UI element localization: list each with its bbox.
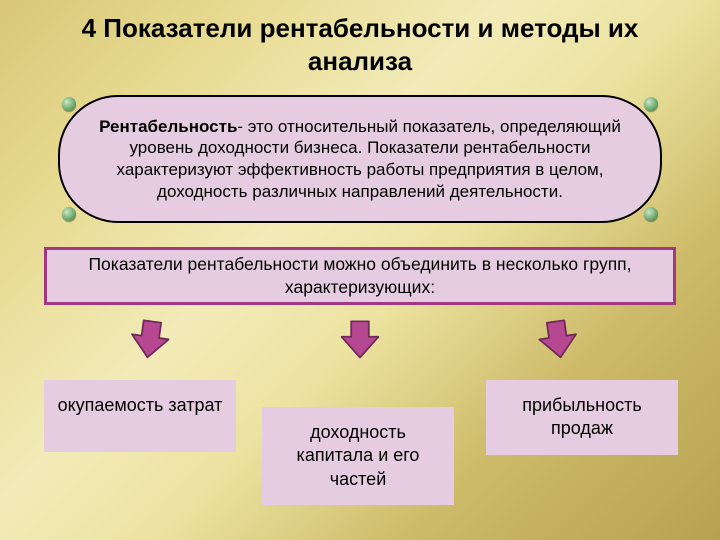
down-arrow-icon (533, 314, 583, 364)
category-label: прибыльность продаж (522, 395, 642, 438)
category-box: окупаемость затрат (44, 380, 236, 452)
corner-dot (62, 207, 76, 221)
grouping-box: Показатели рентабельности можно объедини… (44, 247, 676, 305)
category-label: доходность капитала и его частей (297, 422, 420, 489)
category-box: прибыльность продаж (486, 380, 678, 455)
down-arrow-icon (125, 314, 175, 364)
definition-box: Рентабельность- это относительный показа… (58, 95, 662, 223)
category-box: доходность капитала и его частей (262, 407, 454, 505)
down-arrow-icon (338, 317, 382, 361)
definition-text: Рентабельность- это относительный показа… (86, 116, 634, 203)
corner-dot (644, 97, 658, 111)
category-label: окупаемость затрат (58, 395, 223, 415)
slide-title: 4 Показатели рентабельности и методы их … (0, 0, 720, 83)
grouping-text: Показатели рентабельности можно объедини… (61, 253, 659, 299)
corner-dot (644, 207, 658, 221)
corner-dot (62, 97, 76, 111)
slide: 4 Показатели рентабельности и методы их … (0, 0, 720, 540)
definition-bold: Рентабельность (99, 117, 237, 136)
